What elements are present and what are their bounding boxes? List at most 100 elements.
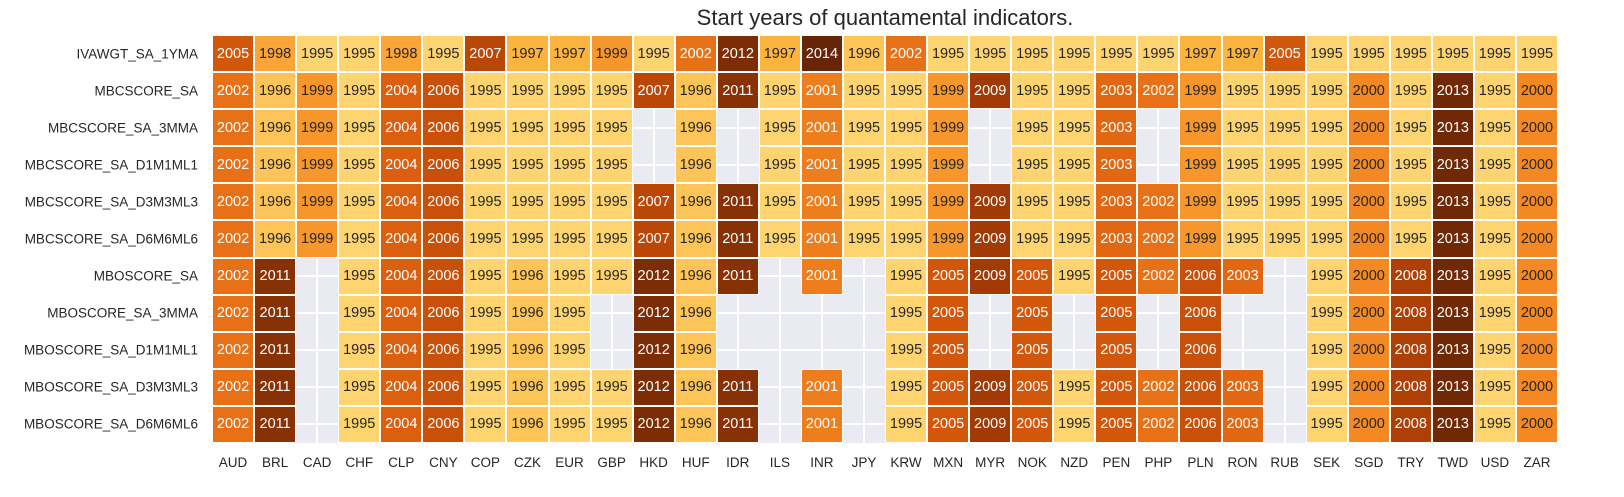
heatmap-cell-IVAWGT_SA_1YMA-PLN: 1997 [1179, 35, 1222, 73]
heatmap-cell-MBOSCORE_SA_D6M6ML6-ZAR: 2000 [1515, 405, 1558, 443]
x-tick-label: TWD [1437, 455, 1469, 470]
heatmap-cell-MBCSCORE_SA_D1M1ML1-USD: 1995 [1473, 146, 1516, 184]
heatmap-cell-MBCSCORE_SA-PEN: 2003 [1095, 72, 1138, 110]
heatmap-cell-MBOSCORE_SA-TRY: 2008 [1389, 257, 1432, 295]
x-tick-label: BRL [261, 455, 289, 470]
heatmap-cell-MBOSCORE_SA_D6M6ML6-HUF: 1996 [674, 405, 717, 443]
x-tick-label: NOK [1017, 455, 1047, 470]
y-tick-label: MBOSCORE_SA_D1M1ML1 [23, 342, 198, 358]
heatmap-cell-MBCSCORE_SA_D3M3ML3-INR: 2001 [800, 183, 843, 221]
heatmap-cell-MBOSCORE_SA-USD: 1995 [1473, 257, 1516, 295]
heatmap-cell-MBCSCORE_SA_D6M6ML6-CAD: 1999 [296, 220, 339, 258]
heatmap-cell-MBCSCORE_SA_D6M6ML6-CNY: 2006 [422, 220, 465, 258]
heatmap-cell-MBCSCORE_SA_D6M6ML6-TRY: 1995 [1389, 220, 1432, 258]
heatmap-cell-MBOSCORE_SA-EUR: 1995 [548, 257, 591, 295]
y-tick-label: MBCSCORE_SA_D6M6ML6 [24, 231, 198, 247]
heatmap-cell-MBCSCORE_SA-USD: 1995 [1473, 72, 1516, 110]
heatmap-cell-MBOSCORE_SA_D1M1ML1-AUD: 2002 [212, 331, 255, 369]
heatmap-cell-MBOSCORE_SA_D3M3ML3-GBP: 1995 [590, 368, 633, 406]
y-tick-label: MBCSCORE_SA_D1M1ML1 [24, 157, 198, 173]
heatmap-cell-MBCSCORE_SA_D1M1ML1-CNY: 2006 [422, 146, 465, 184]
x-tick-label: HUF [681, 455, 710, 470]
x-tick-label: MYR [975, 455, 1006, 470]
heatmap-cell-MBOSCORE_SA_3MMA-NOK: 2005 [1011, 294, 1054, 332]
heatmap-cell-MBOSCORE_SA_3MMA-PLN: 2006 [1179, 294, 1222, 332]
heatmap-cell-MBOSCORE_SA_D3M3ML3-PLN: 2006 [1179, 368, 1222, 406]
heatmap-cell-MBOSCORE_SA_3MMA-HKD: 2012 [632, 294, 675, 332]
heatmap-cell-MBCSCORE_SA_D1M1ML1-TRY: 1995 [1389, 146, 1432, 184]
heatmap-cell-MBCSCORE_SA_3MMA-NZD: 1995 [1053, 109, 1096, 147]
heatmap-cell-MBCSCORE_SA_D1M1ML1-SEK: 1995 [1305, 146, 1348, 184]
heatmap-cell-IVAWGT_SA_1YMA-NOK: 1995 [1011, 35, 1054, 73]
heatmap-cell-MBCSCORE_SA-CAD: 1999 [296, 72, 339, 110]
heatmap-cell-MBOSCORE_SA_D6M6ML6-PEN: 2005 [1095, 405, 1138, 443]
heatmap-cell-MBOSCORE_SA_D1M1ML1-BRL: 2011 [254, 331, 297, 369]
heatmap-cell-MBOSCORE_SA_D3M3ML3-CZK: 1996 [506, 368, 549, 406]
x-tick-label: CHF [345, 455, 374, 470]
x-tick-label: ZAR [1523, 455, 1551, 470]
heatmap-cell-MBOSCORE_SA-MYR: 2009 [969, 257, 1012, 295]
heatmap-cell-MBCSCORE_SA-INR: 2001 [800, 72, 843, 110]
heatmap-cell-MBCSCORE_SA_D3M3ML3-CZK: 1995 [506, 183, 549, 221]
heatmap-cell-MBOSCORE_SA_3MMA-HUF: 1996 [674, 294, 717, 332]
heatmap-cell-MBCSCORE_SA_D3M3ML3-MYR: 2009 [969, 183, 1012, 221]
heatmap-cell-MBCSCORE_SA_D6M6ML6-NOK: 1995 [1011, 220, 1054, 258]
heatmap-cell-MBOSCORE_SA_D1M1ML1-HKD: 2012 [632, 331, 675, 369]
heatmap-cell-MBOSCORE_SA_D1M1ML1-SEK: 1995 [1305, 331, 1348, 369]
heatmap-cell-MBOSCORE_SA-NZD: 1995 [1053, 257, 1096, 295]
heatmap-cell-MBCSCORE_SA_D1M1ML1-ZAR: 2000 [1515, 146, 1558, 184]
heatmap-cell-IVAWGT_SA_1YMA-CHF: 1995 [338, 35, 381, 73]
heatmap-cell-MBCSCORE_SA_D3M3ML3-CHF: 1995 [338, 183, 381, 221]
heatmap-cell-MBCSCORE_SA_D1M1ML1-HUF: 1996 [674, 146, 717, 184]
heatmap-cell-MBOSCORE_SA-AUD: 2002 [212, 257, 255, 295]
heatmap-cell-MBOSCORE_SA-PEN: 2005 [1095, 257, 1138, 295]
heatmap-cell-MBCSCORE_SA-ILS: 1995 [758, 72, 801, 110]
heatmap-cell-IVAWGT_SA_1YMA-HUF: 2002 [674, 35, 717, 73]
chart-title: Start years of quantamental indicators. [696, 5, 1074, 30]
x-tick-label: RUB [1270, 455, 1299, 470]
heatmap-cell-MBCSCORE_SA_3MMA-SEK: 1995 [1305, 109, 1348, 147]
heatmap-cell-MBCSCORE_SA-MXN: 1999 [927, 72, 970, 110]
heatmap-cell-MBCSCORE_SA_D1M1ML1-JPY: 1995 [842, 146, 885, 184]
heatmap-cell-MBOSCORE_SA_D6M6ML6-TWD: 2013 [1431, 405, 1474, 443]
heatmap-cell-MBOSCORE_SA_3MMA-CHF: 1995 [338, 294, 381, 332]
heatmap-cell-MBOSCORE_SA_D3M3ML3-BRL: 2011 [254, 368, 297, 406]
heatmap-cell-MBCSCORE_SA_D6M6ML6-CHF: 1995 [338, 220, 381, 258]
heatmap-cell-MBCSCORE_SA-RON: 1995 [1221, 72, 1264, 110]
heatmap-cell-MBCSCORE_SA_3MMA-RUB: 1995 [1263, 109, 1306, 147]
heatmap-cell-MBOSCORE_SA_D6M6ML6-MYR: 2009 [969, 405, 1012, 443]
heatmap-cell-MBCSCORE_SA_D6M6ML6-KRW: 1995 [885, 220, 928, 258]
heatmap-cell-MBCSCORE_SA_D3M3ML3-PLN: 1999 [1179, 183, 1222, 221]
heatmap-cell-MBCSCORE_SA_D1M1ML1-CLP: 2004 [380, 146, 423, 184]
heatmap-cell-IVAWGT_SA_1YMA-TWD: 1995 [1431, 35, 1474, 73]
heatmap-cell-MBCSCORE_SA_D1M1ML1-CAD: 1999 [296, 146, 339, 184]
heatmap-cell-MBOSCORE_SA_3MMA-EUR: 1995 [548, 294, 591, 332]
heatmap-cell-MBOSCORE_SA_3MMA-SEK: 1995 [1305, 294, 1348, 332]
heatmap-cell-MBOSCORE_SA_D3M3ML3-INR: 2001 [800, 368, 843, 406]
heatmap-cell-MBCSCORE_SA_D3M3ML3-RUB: 1995 [1263, 183, 1306, 221]
x-tick-label: SGD [1354, 455, 1384, 470]
x-tick-label: AUD [218, 455, 248, 470]
heatmap-cell-MBCSCORE_SA_D1M1ML1-GBP: 1995 [590, 146, 633, 184]
heatmap-cell-MBCSCORE_SA_D6M6ML6-ILS: 1995 [758, 220, 801, 258]
heatmap-cell-MBOSCORE_SA_D1M1ML1-MXN: 2005 [927, 331, 970, 369]
heatmap-cell-MBOSCORE_SA_D6M6ML6-RON: 2003 [1221, 405, 1264, 443]
heatmap-cell-MBOSCORE_SA_3MMA-CZK: 1996 [506, 294, 549, 332]
heatmap-cell-MBOSCORE_SA_3MMA-COP: 1995 [464, 294, 507, 332]
heatmap-cell-MBOSCORE_SA_D6M6ML6-CNY: 2006 [422, 405, 465, 443]
heatmap-cell-MBCSCORE_SA_D6M6ML6-INR: 2001 [800, 220, 843, 258]
heatmap-cell-MBCSCORE_SA-MYR: 2009 [969, 72, 1012, 110]
heatmap-cell-MBCSCORE_SA_3MMA-RON: 1995 [1221, 109, 1264, 147]
heatmap-cell-MBCSCORE_SA_D3M3ML3-COP: 1995 [464, 183, 507, 221]
heatmap-cell-MBOSCORE_SA_D1M1ML1-CZK: 1996 [506, 331, 549, 369]
heatmap-cell-MBCSCORE_SA_D6M6ML6-TWD: 2013 [1431, 220, 1474, 258]
heatmap-cell-MBCSCORE_SA_D6M6ML6-RUB: 1995 [1263, 220, 1306, 258]
heatmap-cell-MBCSCORE_SA_3MMA-TWD: 2013 [1431, 109, 1474, 147]
heatmap-cell-MBCSCORE_SA_3MMA-INR: 2001 [800, 109, 843, 147]
heatmap-cell-MBCSCORE_SA_D3M3ML3-USD: 1995 [1473, 183, 1516, 221]
heatmap-cell-MBOSCORE_SA_D6M6ML6-IDR: 2011 [716, 405, 759, 443]
heatmap-cell-MBOSCORE_SA_D6M6ML6-EUR: 1995 [548, 405, 591, 443]
x-tick-label: IDR [726, 455, 750, 470]
heatmap-cell-MBCSCORE_SA_D3M3ML3-AUD: 2002 [212, 183, 255, 221]
x-tick-label: INR [810, 455, 834, 470]
